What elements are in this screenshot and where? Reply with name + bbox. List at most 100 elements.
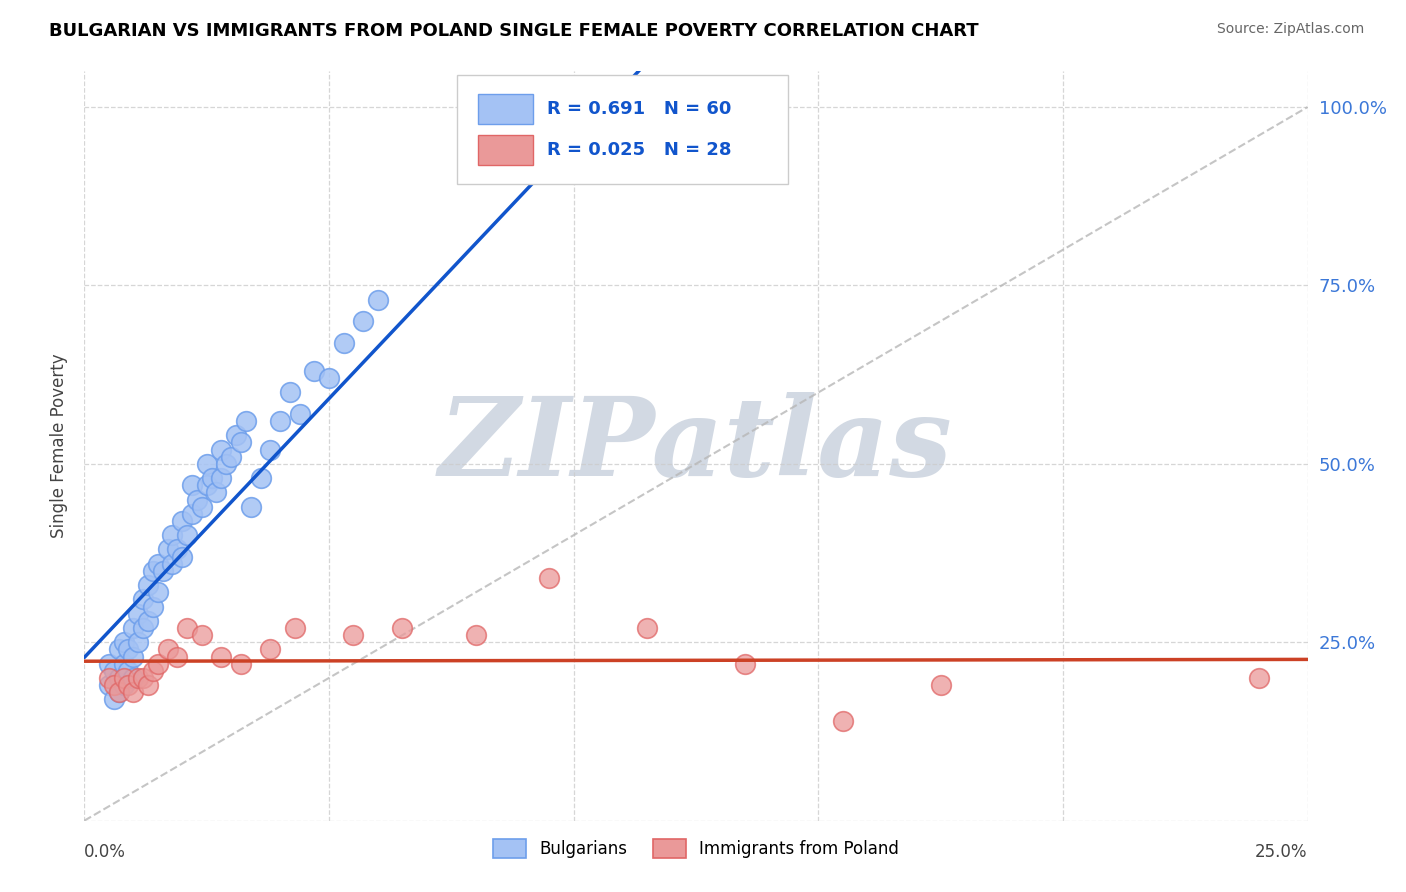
Point: [284, 621, 307, 635]
Text: Source: ZipAtlas.com: Source: ZipAtlas.com: [1216, 22, 1364, 37]
Point: [142, 564, 165, 578]
Text: 25.0%: 25.0%: [1256, 843, 1308, 861]
Point: [464, 628, 486, 642]
Text: BULGARIAN VS IMMIGRANTS FROM POLAND SINGLE FEMALE POVERTY CORRELATION CHART: BULGARIAN VS IMMIGRANTS FROM POLAND SING…: [49, 22, 979, 40]
Point: [929, 678, 952, 692]
Point: [112, 635, 135, 649]
Point: [162, 557, 184, 571]
Point: [172, 514, 194, 528]
Point: [97, 657, 120, 671]
Point: [181, 478, 204, 492]
Point: [288, 407, 311, 421]
Point: [162, 528, 184, 542]
Point: [235, 414, 257, 428]
Point: [304, 364, 326, 378]
Text: ZIPatlas: ZIPatlas: [439, 392, 953, 500]
Point: [278, 385, 301, 400]
Point: [195, 457, 218, 471]
Point: [97, 671, 120, 685]
Point: [136, 678, 159, 692]
Point: [172, 549, 194, 564]
Point: [352, 314, 374, 328]
Point: [734, 657, 756, 671]
Point: [209, 442, 232, 457]
Point: [318, 371, 340, 385]
Point: [146, 585, 169, 599]
Point: [1247, 671, 1270, 685]
Point: [191, 500, 214, 514]
Point: [831, 714, 853, 728]
Point: [146, 557, 169, 571]
Point: [103, 692, 125, 706]
Point: [122, 649, 145, 664]
Point: [269, 414, 291, 428]
Point: [229, 657, 252, 671]
Point: [209, 471, 232, 485]
Point: [229, 435, 252, 450]
Point: [225, 428, 247, 442]
Point: [107, 685, 129, 699]
Point: [205, 485, 228, 500]
Point: [209, 649, 232, 664]
FancyBboxPatch shape: [478, 94, 533, 124]
Point: [367, 293, 389, 307]
Point: [127, 607, 149, 621]
Point: [122, 685, 145, 699]
Point: [146, 657, 169, 671]
Point: [195, 478, 218, 492]
Point: [342, 628, 364, 642]
Point: [122, 671, 145, 685]
Point: [117, 642, 139, 657]
Point: [152, 564, 174, 578]
Text: 0.0%: 0.0%: [84, 843, 127, 861]
Point: [107, 671, 129, 685]
Point: [107, 642, 129, 657]
FancyBboxPatch shape: [457, 75, 787, 184]
Y-axis label: Single Female Poverty: Single Female Poverty: [51, 354, 69, 538]
Point: [132, 621, 155, 635]
Point: [136, 614, 159, 628]
Point: [176, 621, 198, 635]
Point: [132, 671, 155, 685]
Point: [132, 592, 155, 607]
Point: [117, 664, 139, 678]
Point: [117, 678, 139, 692]
Point: [103, 664, 125, 678]
Point: [181, 507, 204, 521]
Point: [215, 457, 238, 471]
Point: [127, 635, 149, 649]
Point: [636, 621, 658, 635]
Point: [156, 642, 179, 657]
Point: [142, 664, 165, 678]
Point: [219, 450, 242, 464]
Point: [391, 621, 413, 635]
Point: [122, 621, 145, 635]
Point: [249, 471, 271, 485]
Point: [142, 599, 165, 614]
Point: [97, 678, 120, 692]
Text: R = 0.691   N = 60: R = 0.691 N = 60: [547, 100, 731, 118]
Point: [112, 657, 135, 671]
Point: [538, 571, 561, 585]
Point: [136, 578, 159, 592]
Point: [103, 678, 125, 692]
Point: [186, 492, 208, 507]
Point: [166, 542, 188, 557]
Point: [176, 528, 198, 542]
Point: [239, 500, 262, 514]
Point: [112, 671, 135, 685]
Point: [259, 442, 281, 457]
Point: [200, 471, 222, 485]
Point: [332, 335, 354, 350]
Point: [259, 642, 281, 657]
Point: [127, 671, 149, 685]
Legend: Bulgarians, Immigrants from Poland: Bulgarians, Immigrants from Poland: [486, 832, 905, 864]
Point: [107, 685, 129, 699]
Point: [112, 678, 135, 692]
FancyBboxPatch shape: [478, 135, 533, 165]
Point: [156, 542, 179, 557]
Point: [758, 121, 780, 136]
Point: [166, 649, 188, 664]
Text: R = 0.025   N = 28: R = 0.025 N = 28: [547, 141, 731, 159]
Point: [191, 628, 214, 642]
